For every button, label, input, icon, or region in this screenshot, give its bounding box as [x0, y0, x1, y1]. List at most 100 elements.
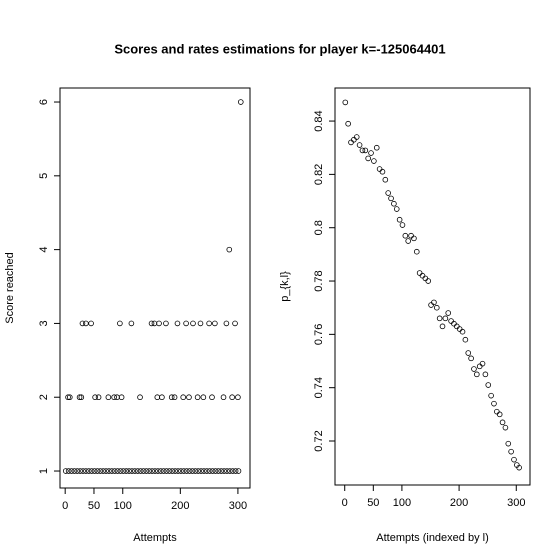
- point: [137, 468, 144, 474]
- point: [103, 468, 109, 474]
- point: [74, 468, 81, 474]
- point: [471, 366, 477, 372]
- point: [155, 468, 161, 474]
- point: [445, 310, 452, 316]
- point: [356, 142, 363, 148]
- point: [402, 232, 409, 239]
- point: [172, 468, 178, 474]
- point: [156, 320, 162, 327]
- point: [218, 468, 225, 474]
- point: [436, 315, 443, 322]
- point: [379, 168, 386, 175]
- x-tick-label: 50: [88, 500, 100, 512]
- point: [431, 299, 437, 306]
- point: [479, 360, 486, 367]
- point: [88, 468, 95, 474]
- y-tick-label: 0.84: [313, 110, 325, 131]
- point: [371, 158, 377, 164]
- point: [178, 468, 184, 474]
- point: [206, 468, 213, 474]
- point: [143, 468, 150, 474]
- point: [388, 195, 394, 202]
- point: [459, 328, 466, 335]
- point: [235, 394, 241, 401]
- chart-title: Scores and rates estimations for player …: [114, 41, 445, 56]
- point: [465, 350, 472, 356]
- point: [411, 235, 417, 242]
- point: [362, 147, 369, 154]
- point: [499, 419, 506, 426]
- x-tick-label: 200: [450, 497, 468, 509]
- point: [391, 200, 397, 207]
- x-tick-label: 0: [62, 500, 68, 512]
- x-tick-label: 200: [171, 500, 189, 512]
- point: [62, 468, 69, 474]
- point: [511, 456, 517, 463]
- point: [85, 468, 92, 474]
- point: [221, 468, 227, 474]
- x-axis-label: Attempts (indexed by l): [376, 532, 489, 544]
- point: [157, 468, 164, 474]
- point: [91, 468, 98, 474]
- point: [462, 336, 469, 343]
- point: [468, 355, 474, 362]
- point: [100, 468, 106, 474]
- point: [109, 468, 115, 474]
- point: [229, 468, 236, 474]
- y-tick-label: 0.74: [313, 377, 325, 398]
- point: [206, 320, 212, 327]
- point: [220, 394, 227, 401]
- point: [482, 371, 489, 378]
- point: [485, 382, 492, 388]
- point: [215, 468, 222, 474]
- point: [186, 394, 192, 401]
- plot-box: [334, 87, 531, 486]
- y-tick-label: 0.78: [313, 270, 325, 291]
- x-tick-label: 100: [393, 497, 411, 509]
- point: [405, 238, 411, 244]
- point: [502, 424, 509, 431]
- point: [65, 394, 71, 401]
- point: [148, 320, 155, 327]
- point: [169, 468, 176, 474]
- y-tick-label: 1: [38, 468, 50, 474]
- point: [134, 468, 141, 474]
- point: [123, 468, 130, 474]
- point: [226, 246, 233, 253]
- point: [66, 394, 73, 401]
- point: [505, 440, 512, 447]
- y-tick-label: 0.72: [313, 430, 325, 451]
- point: [399, 222, 406, 228]
- point: [425, 278, 432, 284]
- plot-box: [59, 87, 251, 489]
- point: [413, 248, 420, 255]
- point: [71, 468, 78, 474]
- point: [132, 468, 138, 474]
- point: [393, 206, 400, 212]
- y-axis-label: Score reached: [4, 252, 16, 324]
- point: [180, 468, 187, 474]
- point: [95, 394, 102, 401]
- point: [137, 394, 143, 401]
- point: [396, 216, 403, 223]
- point: [433, 304, 440, 311]
- point: [201, 468, 207, 474]
- y-axis-label: p_{k,l}: [279, 271, 291, 302]
- point: [88, 320, 94, 327]
- point: [79, 320, 86, 327]
- point: [212, 320, 218, 327]
- y-tick-label: 0.82: [313, 164, 325, 185]
- point: [229, 394, 235, 401]
- point: [163, 320, 169, 327]
- point: [382, 176, 389, 183]
- point: [439, 323, 446, 330]
- point: [224, 468, 230, 474]
- point: [106, 468, 112, 474]
- point: [117, 468, 124, 474]
- y-tick-label: 3: [38, 320, 50, 326]
- point: [97, 468, 104, 474]
- point: [183, 320, 189, 327]
- point: [365, 155, 371, 162]
- point: [105, 394, 112, 401]
- point: [368, 150, 374, 156]
